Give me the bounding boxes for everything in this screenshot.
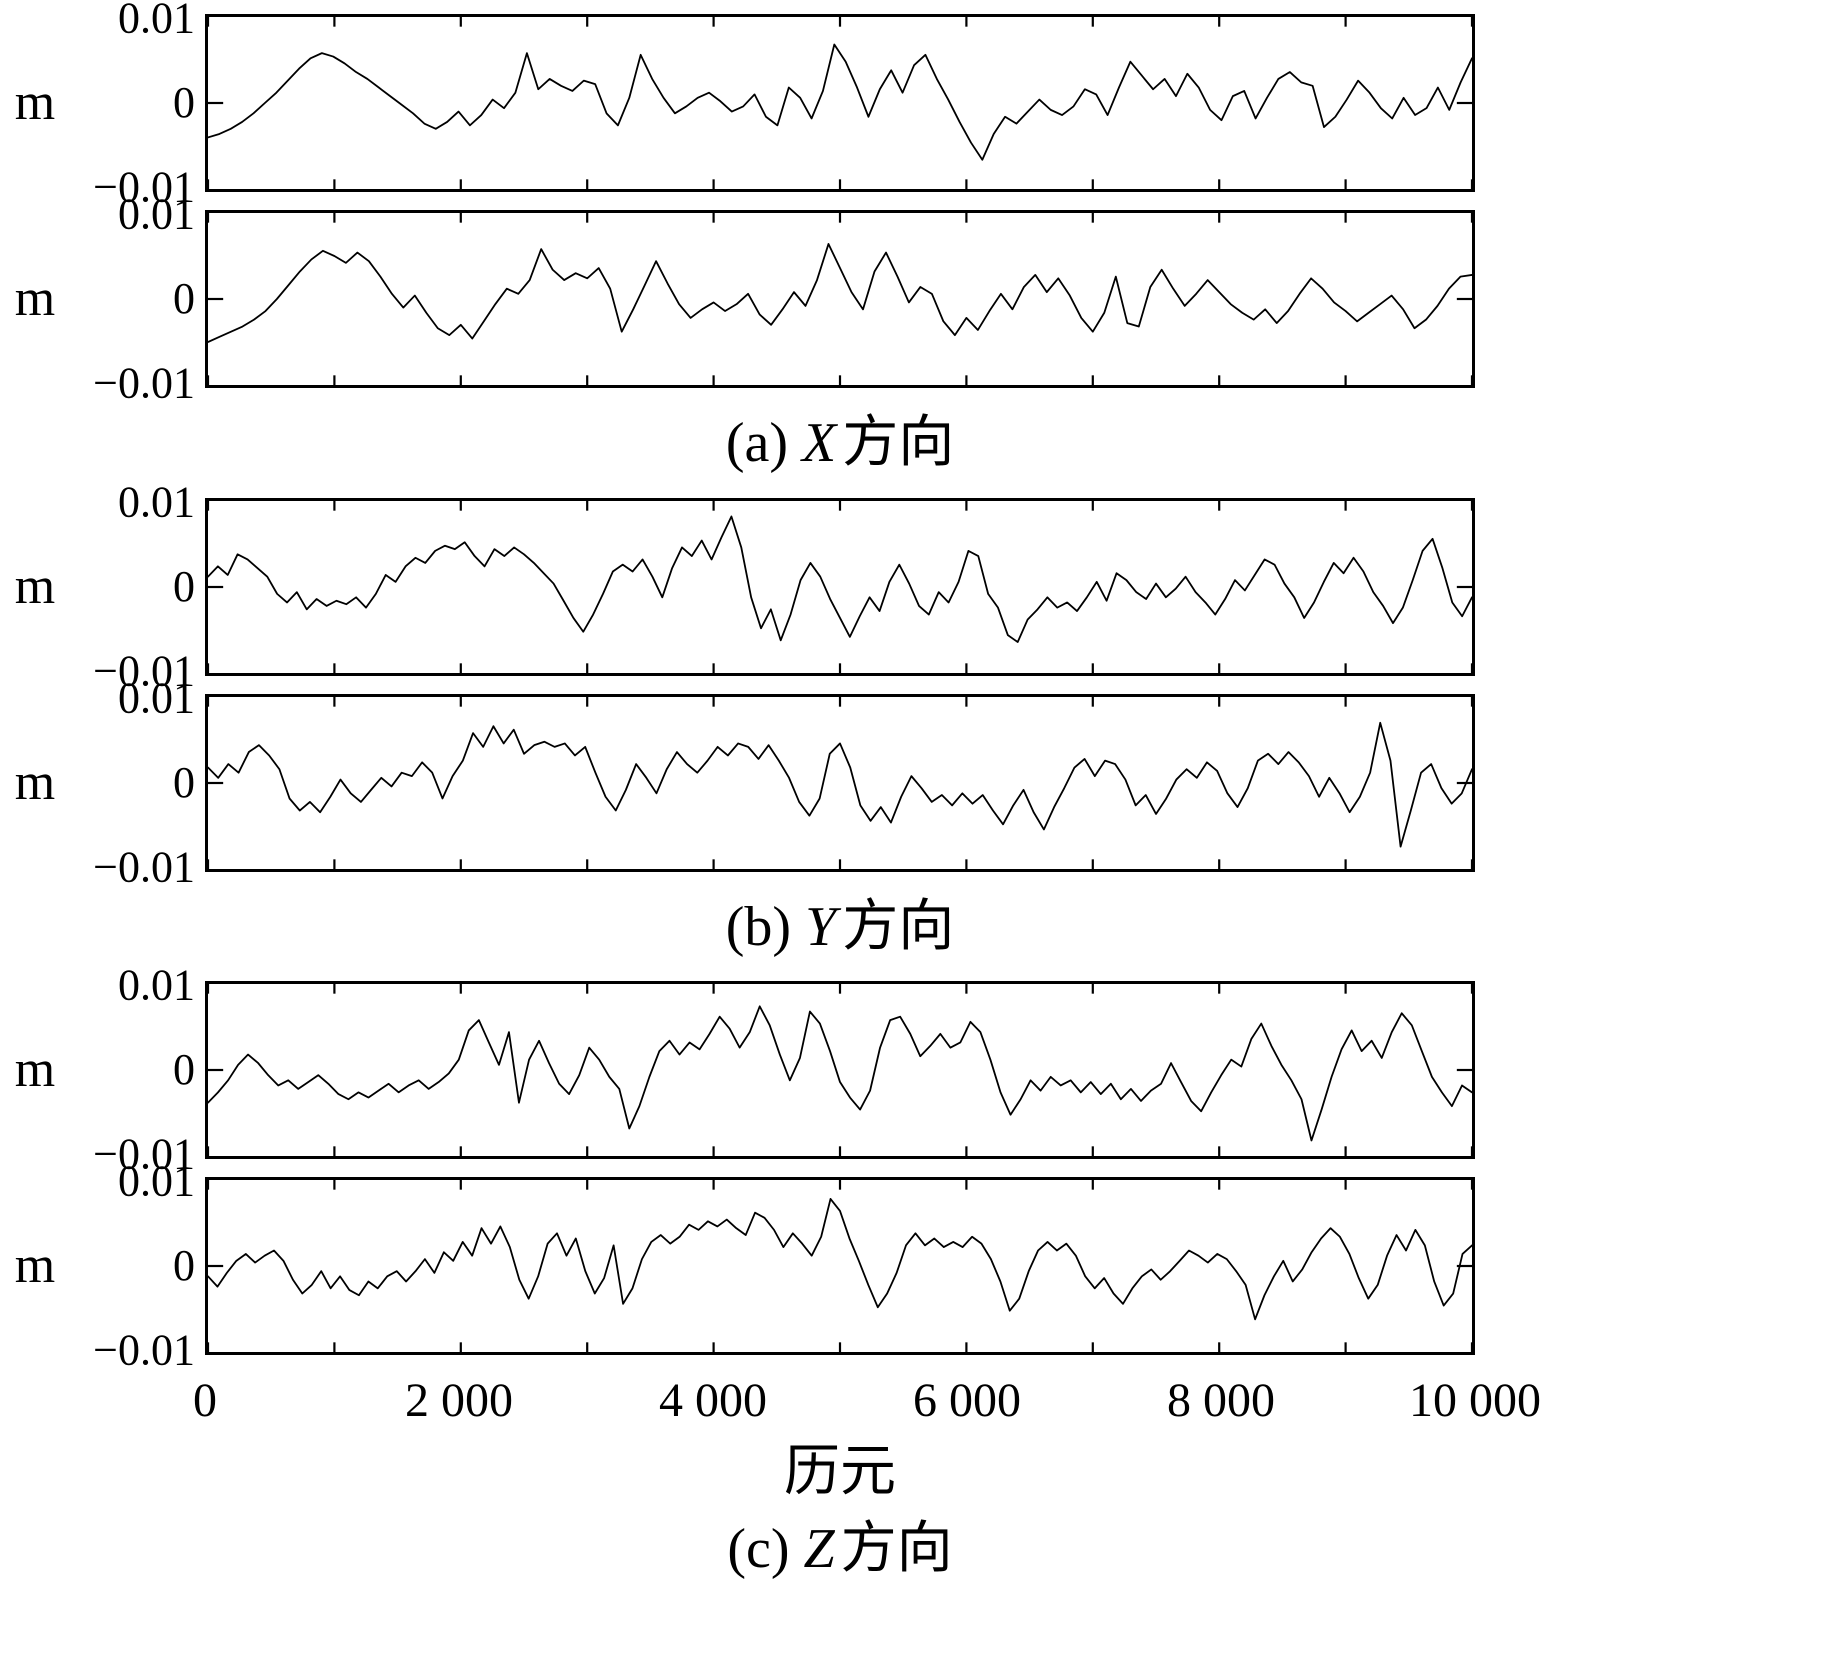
y-tick-labels: 0.01 0 −0.01 (70, 0, 205, 209)
caption-suffix: 方向 (842, 895, 955, 958)
panel-row-c-bottom: m 0.01 0 −0.01 (0, 1159, 1843, 1372)
axis-ticks (208, 1180, 1472, 1352)
axis-ticks (208, 984, 1472, 1156)
x-tick-6000: 6 000 (913, 1374, 1021, 1428)
y-tick-mid: 0 (173, 78, 195, 127)
y-tick-mid: 0 (173, 274, 195, 323)
plot-z-top (205, 981, 1475, 1160)
trace-line (208, 45, 1472, 160)
plot-y-bottom (205, 693, 1475, 872)
y-tick-bottom: −0.01 (93, 162, 195, 212)
axis-ticks (208, 213, 1472, 385)
trace-line (208, 1199, 1472, 1319)
y-axis-label: m (14, 753, 56, 811)
x-tick-10000: 10 000 (1409, 1374, 1541, 1428)
y-tick-mid: 0 (173, 757, 195, 807)
figure: m 0.01 0 −0.01 m 0.01 0 −0.01 (a) X 方 (0, 0, 1843, 1588)
y-tick-bottom: −0.01 (93, 358, 195, 408)
trace-line (208, 516, 1472, 642)
caption-axis-letter: Z (803, 1518, 835, 1581)
y-tick-top: 0.01 (118, 0, 195, 43)
y-axis-label: m (14, 1041, 56, 1099)
panel-row-a-top: m 0.01 0 −0.01 (0, 0, 1843, 209)
trace-line (208, 722, 1472, 846)
y-axis-label: m (14, 74, 56, 131)
y-tick-top: 0.01 (118, 476, 195, 526)
y-tick-top: 0.01 (118, 672, 195, 722)
line-chart (208, 501, 1472, 673)
line-chart (208, 697, 1472, 869)
trace-line (208, 244, 1472, 342)
y-tick-labels: 0.01 0 −0.01 (70, 675, 205, 888)
y-tick-top: 0.01 (118, 1156, 195, 1206)
caption-axis-letter: X (801, 412, 837, 474)
caption-index: (a) (725, 412, 788, 474)
caption-index: (b) (725, 895, 792, 958)
caption-a: (a) X 方向 (205, 406, 1475, 482)
axis-ticks (208, 697, 1472, 869)
trace-line (208, 1007, 1472, 1141)
x-tick-8000: 8 000 (1167, 1374, 1275, 1428)
line-chart (208, 984, 1472, 1156)
y-tick-labels: 0.01 0 −0.01 (70, 479, 205, 692)
y-tick-labels: 0.01 0 −0.01 (70, 963, 205, 1176)
line-chart (208, 213, 1472, 385)
y-tick-top: 0.01 (118, 960, 195, 1010)
y-axis-label: m (14, 1237, 56, 1295)
plot-x-top (205, 14, 1475, 192)
x-tick-4000: 4 000 (659, 1374, 767, 1428)
panel-row-b-top: m 0.01 0 −0.01 (0, 479, 1843, 693)
x-tick-2000: 2 000 (405, 1374, 513, 1428)
line-chart (208, 17, 1472, 189)
y-tick-mid: 0 (173, 1241, 195, 1291)
x-axis-label: 历元 (784, 1441, 896, 1504)
caption-suffix: 方向 (842, 412, 955, 474)
caption-suffix: 方向 (840, 1518, 953, 1581)
y-axis-label: m (14, 270, 56, 327)
y-tick-labels: 0.01 0 −0.01 (70, 1159, 205, 1372)
panel-row-c-top: m 0.01 0 −0.01 (0, 963, 1843, 1176)
y-tick-labels: 0.01 0 −0.01 (70, 192, 205, 405)
line-chart (208, 1180, 1472, 1352)
y-tick-bottom: −0.01 (93, 1325, 195, 1375)
caption-c: (c) Z 方向 (205, 1512, 1475, 1588)
caption-b: (b) Y 方向 (205, 890, 1475, 966)
panel-row-a-bottom: m 0.01 0 −0.01 (0, 192, 1843, 405)
caption-index: (c) (727, 1518, 790, 1581)
y-tick-mid: 0 (173, 561, 195, 611)
y-tick-mid: 0 (173, 1045, 195, 1095)
caption-axis-letter: Y (805, 895, 837, 958)
axis-ticks (208, 501, 1472, 673)
plot-z-bottom (205, 1177, 1475, 1356)
y-axis-label: m (14, 557, 56, 615)
panel-row-b-bottom: m 0.01 0 −0.01 (0, 675, 1843, 889)
axis-ticks (208, 17, 1472, 189)
y-tick-bottom: −0.01 (93, 842, 195, 892)
x-tick-labels: 0 2 000 4 000 6 000 8 000 10 000 (193, 1373, 1541, 1429)
y-tick-top: 0.01 (118, 189, 195, 239)
plot-y-top (205, 497, 1475, 676)
y-tick-bottom: −0.01 (93, 646, 195, 696)
y-tick-bottom: −0.01 (93, 1129, 195, 1179)
plot-x-bottom (205, 210, 1475, 388)
x-tick-0: 0 (193, 1374, 217, 1428)
